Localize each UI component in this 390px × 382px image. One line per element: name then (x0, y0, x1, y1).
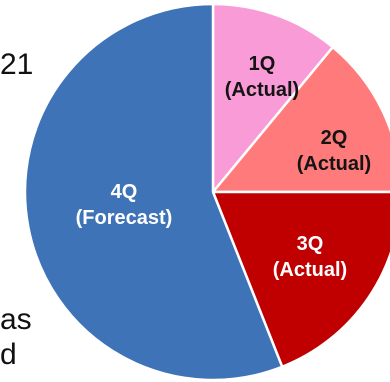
slice-label-1q: 1Q (Actual) (225, 53, 299, 101)
background-text-fragment-3: d (0, 338, 17, 371)
pie-slice-3q (211, 190, 390, 369)
pie-slice-4q (23, 2, 284, 382)
slice-label-3q: 3Q (Actual) (273, 233, 347, 281)
background-text-fragment-2: as (0, 303, 32, 336)
pie-slice-2q (211, 45, 390, 194)
slice-label-2q: 2Q (Actual) (297, 127, 371, 175)
background-text-fragment-1: 21 (0, 48, 34, 81)
pie-slice-1q (211, 2, 335, 194)
slice-label-4q: 4Q (Forecast) (76, 181, 173, 229)
